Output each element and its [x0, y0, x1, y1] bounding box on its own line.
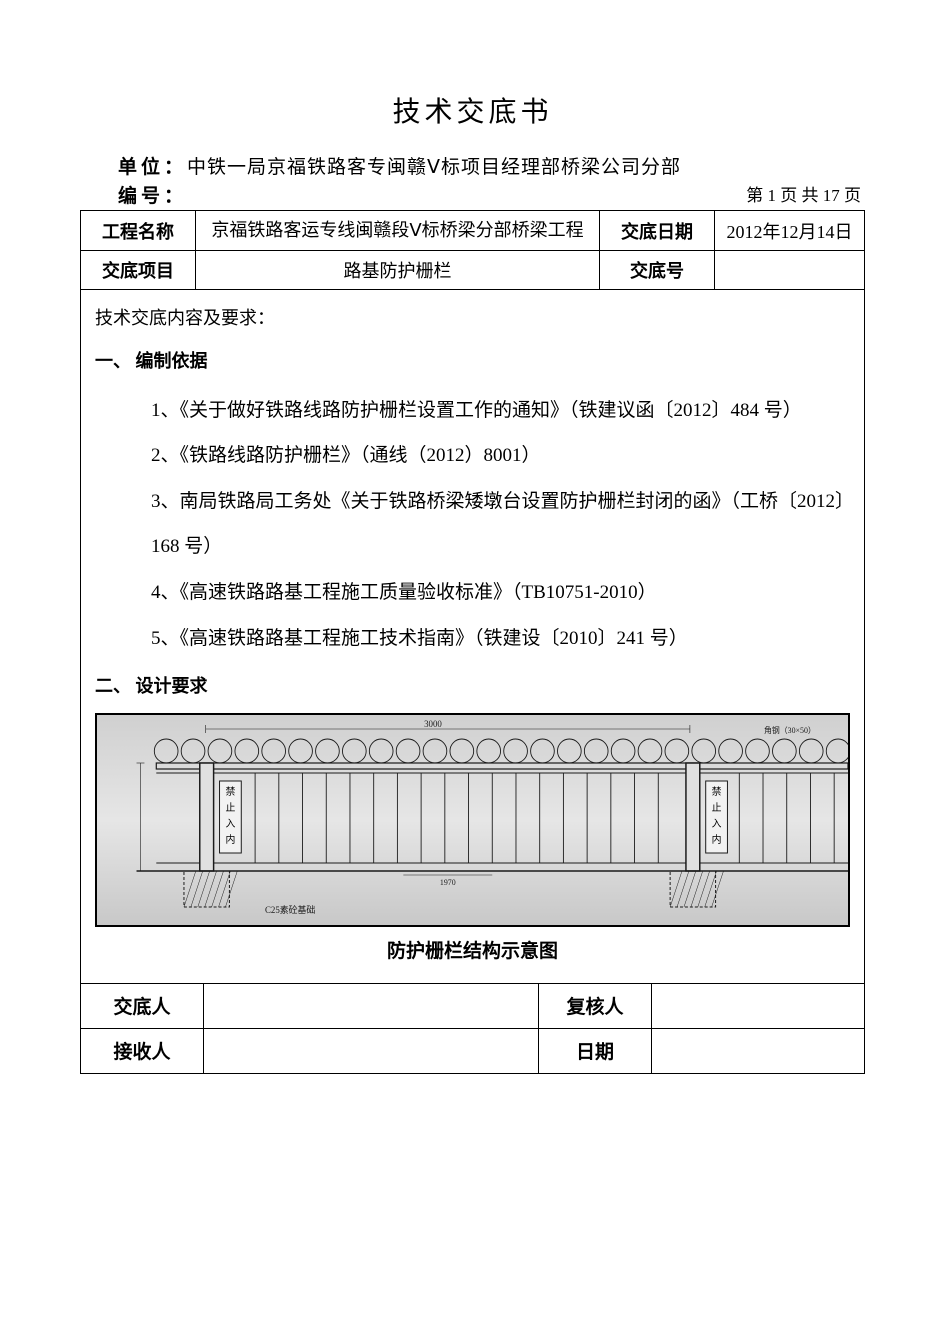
unit-label: 单位： — [118, 152, 187, 179]
cell-item-value: 路基防护栅栏 — [196, 251, 600, 290]
cell-no-label: 交底号 — [600, 251, 715, 290]
sign-text-2b: 止 — [712, 802, 722, 814]
sign-row-2: 接收人 日期 — [81, 1028, 865, 1073]
sign-text-2a: 禁 — [712, 786, 722, 798]
serial-label: 编号： — [118, 181, 187, 208]
info-row-2: 交底项目 路基防护栅栏 交底号 — [81, 251, 865, 290]
section-2-heading: 二、 设计要求 — [95, 667, 850, 707]
fence-diagram: 3000 角钢（30×50） — [95, 713, 850, 927]
content-row: 技术交底内容及要求： 一、 编制依据 1、《关于做好铁路线路防护栅栏设置工作的通… — [81, 290, 865, 984]
unit-value: 中铁一局京福铁路客专闽赣Ⅴ标项目经理部桥梁公司分部 — [187, 152, 865, 179]
sign-text-2c: 入 — [712, 819, 722, 830]
cell-project-name-label: 工程名称 — [81, 211, 196, 251]
sign-text-1c: 入 — [225, 819, 235, 830]
basis-item-2: 2、《铁路线路防护栅栏》（通线（2012）8001） — [151, 433, 850, 479]
content-cell: 技术交底内容及要求： 一、 编制依据 1、《关于做好铁路线路防护栅栏设置工作的通… — [81, 290, 865, 984]
dim-top: 3000 — [424, 719, 442, 729]
angle-steel-label: 角钢（30×50） — [764, 725, 816, 735]
foundation-label: C25素砼基础 — [265, 904, 315, 915]
cell-date-value: 2012年12月14日 — [715, 211, 865, 251]
unit-row: 单位： 中铁一局京福铁路客专闽赣Ⅴ标项目经理部桥梁公司分部 — [80, 152, 865, 179]
content-intro: 技术交底内容及要求： — [95, 300, 850, 336]
cell-item-label: 交底项目 — [81, 251, 196, 290]
document-title: 技术交底书 — [80, 90, 865, 130]
diagram-caption: 防护栅栏结构示意图 — [95, 931, 850, 973]
foundation-left — [184, 871, 237, 907]
basis-item-3: 3、南局铁路局工务处《关于铁路桥梁矮墩台设置防护栅栏封闭的函》（工桥〔2012〕… — [151, 479, 850, 570]
info-table: 工程名称 京福铁路客运专线闽赣段Ⅴ标桥梁分部桥梁工程 交底日期 2012年12月… — [80, 210, 865, 984]
serial-row: 编号： 第 1 页 共 17 页 — [80, 181, 865, 208]
cell-reviewer-label: 复核人 — [539, 984, 652, 1029]
info-row-1: 工程名称 京福铁路客运专线闽赣段Ⅴ标桥梁分部桥梁工程 交底日期 2012年12月… — [81, 211, 865, 251]
basis-item-5: 5、《高速铁路路基工程施工技术指南》（铁建设〔2010〕241 号） — [151, 616, 850, 662]
fence-svg: 3000 角钢（30×50） — [97, 715, 848, 925]
sign-row-1: 交底人 复核人 — [81, 984, 865, 1029]
fence-bars-right — [739, 773, 834, 863]
cell-no-value — [715, 251, 865, 290]
cell-date-label: 交底日期 — [600, 211, 715, 251]
signature-table: 交底人 复核人 接收人 日期 — [80, 984, 865, 1074]
cell-receiver-label: 接收人 — [81, 1028, 204, 1073]
fence-bars-left — [255, 773, 658, 863]
cell-reviewer-value — [652, 984, 865, 1029]
sign-text-2d: 内 — [712, 833, 722, 846]
sign-text-1d: 内 — [225, 833, 235, 846]
basis-item-4: 4、《高速铁路路基工程施工质量验收标准》（TB10751-2010） — [151, 570, 850, 616]
cell-presenter-label: 交底人 — [81, 984, 204, 1029]
cell-receiver-value — [204, 1028, 539, 1073]
foundation-right — [670, 871, 723, 907]
sign-text-1b: 止 — [225, 802, 235, 814]
section-1-heading: 一、 编制依据 — [95, 342, 850, 382]
page: 技术交底书 单位： 中铁一局京福铁路客专闽赣Ⅴ标项目经理部桥梁公司分部 编号： … — [0, 0, 945, 1337]
razor-coils — [154, 739, 848, 763]
sign-text-1a: 禁 — [225, 786, 235, 798]
page-indicator: 第 1 页 共 17 页 — [746, 181, 861, 208]
cell-project-name-value: 京福铁路客运专线闽赣段Ⅴ标桥梁分部桥梁工程 — [196, 211, 600, 251]
cell-sign-date-value — [652, 1028, 865, 1073]
cell-presenter-value — [204, 984, 539, 1029]
dim-mid: 1970 — [440, 878, 456, 887]
cell-sign-date-label: 日期 — [539, 1028, 652, 1073]
basis-item-1: 1、《关于做好铁路线路防护栅栏设置工作的通知》（铁建议函〔2012〕484 号） — [151, 388, 850, 434]
